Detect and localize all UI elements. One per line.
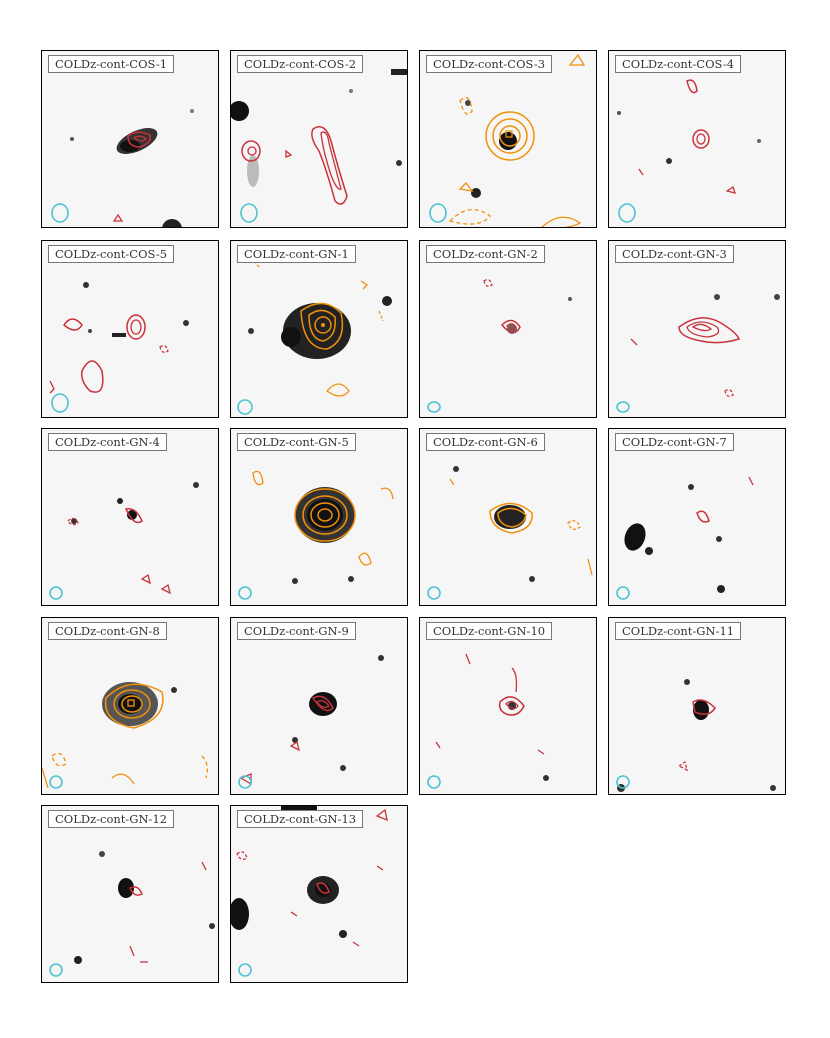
cutout-panel-gn-6: COLDz-cont-GN-6 [419, 428, 597, 606]
beam-icon [427, 775, 441, 789]
cutout-image [429, 53, 586, 227]
cutout-image [231, 806, 388, 977]
cutout-panel-cos-4: COLDz-cont-COS-4 [608, 50, 786, 228]
cutout-panel-gn-12: COLDz-cont-GN-12 [41, 805, 219, 983]
panel-label: COLDz-cont-GN-2 [426, 245, 545, 263]
cutout-image [616, 679, 776, 792]
cutout-panel-gn-1: COLDz-cont-GN-1 [230, 240, 408, 418]
panel-label: COLDz-cont-COS-1 [48, 55, 175, 73]
panel-label: COLDz-cont-GN-4 [48, 433, 167, 451]
beam-icon [238, 586, 252, 600]
cutout-image [427, 279, 572, 413]
beam-icon [427, 586, 441, 600]
panel-label: COLDz-cont-COS-5 [48, 245, 175, 263]
beam-icon [49, 586, 63, 600]
beam-icon [51, 393, 69, 413]
beam-icon [616, 586, 630, 600]
cutout-panel-gn-3: COLDz-cont-GN-3 [608, 240, 786, 418]
cutout-image [49, 482, 199, 600]
cutout-image [49, 851, 215, 977]
cutout-panel-gn-10: COLDz-cont-GN-10 [419, 617, 597, 795]
cutout-panel-gn-8: COLDz-cont-GN-8 [41, 617, 219, 795]
cutout-image [51, 63, 194, 227]
beam-icon [616, 775, 630, 789]
cutout-image [237, 256, 392, 415]
cutout-image [238, 655, 384, 789]
cutout-panel-gn-11: COLDz-cont-GN-11 [608, 617, 786, 795]
panel-label: COLDz-cont-GN-5 [237, 433, 356, 451]
cutout-panel-gn-4: COLDz-cont-GN-4 [41, 428, 219, 606]
panel-label: COLDz-cont-COS-3 [426, 55, 553, 73]
panel-label: COLDz-cont-GN-9 [237, 622, 356, 640]
cutout-image [231, 69, 407, 223]
beam-icon [429, 203, 447, 223]
panel-label: COLDz-cont-COS-4 [615, 55, 742, 73]
cutout-panel-gn-7: COLDz-cont-GN-7 [608, 428, 786, 606]
cutout-image [427, 653, 549, 789]
cutout-panel-cos-1: COLDz-cont-COS-1 [41, 50, 219, 228]
panel-label: COLDz-cont-COS-2 [237, 55, 364, 73]
panel-label: COLDz-cont-GN-1 [237, 245, 356, 263]
panel-label: COLDz-cont-GN-11 [615, 622, 742, 640]
beam-icon [51, 203, 69, 223]
cutout-panel-cos-5: COLDz-cont-COS-5 [41, 240, 219, 418]
panel-label: COLDz-cont-GN-3 [615, 245, 734, 263]
cutout-image [427, 466, 593, 600]
cutout-panel-gn-5: COLDz-cont-GN-5 [230, 428, 408, 606]
panel-label: COLDz-cont-GN-13 [237, 810, 364, 828]
panel-label: COLDz-cont-GN-10 [426, 622, 553, 640]
panel-label: COLDz-cont-GN-7 [615, 433, 734, 451]
panel-label: COLDz-cont-GN-12 [48, 810, 175, 828]
cutout-image [42, 682, 208, 789]
cutout-image [617, 79, 761, 223]
cutout-image [616, 476, 754, 600]
cutout-panel-cos-2: COLDz-cont-COS-2 [230, 50, 408, 228]
beam-icon [616, 401, 630, 413]
cutout-panel-gn-2: COLDz-cont-GN-2 [419, 240, 597, 418]
cutout-image [238, 470, 394, 600]
cutout-panel-gn-13: COLDz-cont-GN-13 [230, 805, 408, 983]
panel-label: COLDz-cont-GN-6 [426, 433, 545, 451]
beam-icon [49, 775, 63, 789]
cutout-image [49, 282, 189, 413]
beam-icon [237, 399, 253, 415]
beam-icon [238, 775, 252, 789]
beam-icon [240, 203, 258, 223]
beam-icon [238, 963, 252, 977]
beam-icon [427, 401, 441, 413]
cutout-panel-gn-9: COLDz-cont-GN-9 [230, 617, 408, 795]
beam-icon [618, 203, 636, 223]
cutout-image [616, 294, 780, 413]
panel-label: COLDz-cont-GN-8 [48, 622, 167, 640]
beam-icon [49, 963, 63, 977]
cutout-panel-cos-3: COLDz-cont-COS-3 [419, 50, 597, 228]
